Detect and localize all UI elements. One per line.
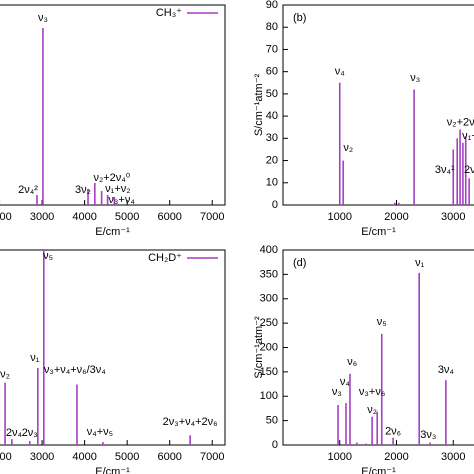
x-tick-label: 2000 — [0, 211, 12, 223]
peak-label: ν₅ — [377, 316, 387, 328]
x-tick-label: 1000 — [328, 451, 352, 463]
peak-label: ν₁+ν₂ — [462, 130, 474, 142]
x-tick-label: 2000 — [0, 451, 12, 463]
x-axis-label: E/cm⁻¹ — [361, 226, 396, 238]
y-tick-label: 30 — [266, 132, 278, 144]
y-tick-label: 80 — [266, 21, 278, 33]
peak-label: ν₃+ν₆ — [359, 386, 385, 398]
x-tick-label: 4000 — [72, 451, 96, 463]
peak-label: ν₄ — [335, 66, 346, 78]
x-axis-label: E/cm⁻¹ — [361, 466, 396, 474]
x-tick-label: 1000 — [328, 211, 352, 223]
peak-label: ν₂+2ν₄⁰ — [447, 117, 474, 129]
peak-label: 2ν₄² — [18, 184, 38, 196]
y-axis-label: S/cm⁻¹atm⁻² — [253, 74, 265, 137]
peak-label: ν₂+2ν₄⁰ — [93, 172, 130, 184]
panel-label: (d) — [293, 257, 306, 269]
y-tick-label: 250 — [260, 317, 278, 329]
x-tick-label: 2000 — [384, 451, 408, 463]
panel-label: (b) — [293, 12, 306, 24]
y-tick-label: 90 — [266, 0, 278, 11]
y-tick-label: 70 — [266, 43, 278, 55]
peak-label: 2ν₆ — [385, 426, 401, 438]
x-tick-label: 3000 — [30, 451, 54, 463]
x-tick-label: 7000 — [200, 211, 224, 223]
x-tick-label: 3000 — [441, 451, 465, 463]
y-tick-label: 50 — [266, 415, 278, 427]
peak-label: 3ν₄ — [438, 364, 455, 376]
peak-label: ν₃ — [38, 12, 48, 24]
x-tick-label: 6000 — [157, 211, 181, 223]
x-axis-label: E/cm⁻¹ — [95, 466, 130, 474]
y-tick-label: 200 — [260, 341, 278, 353]
peak-label: ν₃+ν₄+ν₆/3ν₄ — [44, 364, 106, 376]
y-tick-label: 20 — [266, 154, 278, 166]
y-tick-label: 300 — [260, 293, 278, 305]
x-tick-label: 5000 — [115, 211, 139, 223]
y-tick-label: 400 — [260, 244, 278, 256]
y-tick-label: 350 — [260, 268, 278, 280]
x-tick-label: 4000 — [72, 211, 96, 223]
peak-label: 3ν₄¹ — [435, 164, 455, 176]
y-tick-label: 100 — [260, 390, 278, 402]
x-tick-label: 2000 — [384, 211, 408, 223]
peak-label: ν₄+ν₅ — [87, 426, 113, 438]
peak-label: ν₄ — [340, 376, 351, 388]
peak-label: 2ν₃ — [22, 427, 38, 439]
x-axis-label: E/cm⁻¹ — [95, 226, 130, 238]
y-axis-label: S/cm⁻¹atm⁻² — [253, 316, 265, 379]
peak-label: ν₂ — [0, 369, 10, 381]
peak-label: ν₃+ν₄ — [108, 194, 135, 206]
y-tick-label: 0 — [272, 199, 278, 211]
peak-label: ν₁ — [30, 352, 40, 364]
y-tick-label: 60 — [266, 66, 278, 78]
peak-label: ν₃ — [332, 386, 342, 398]
peak-label: 2ν₄ — [6, 427, 23, 439]
peak-label: ν₂ — [367, 404, 377, 416]
x-tick-label: 3000 — [30, 211, 54, 223]
peak-label: 3ν₂ — [75, 184, 91, 196]
peak-label: 2ν₃+ν₄+2ν₆ — [163, 416, 218, 428]
peak-label: ν₆ — [347, 356, 357, 368]
peak-label: 3ν₃ — [420, 429, 436, 441]
x-tick-label: 6000 — [157, 451, 181, 463]
y-tick-label: 150 — [260, 366, 278, 378]
x-tick-label: 7000 — [200, 451, 224, 463]
peak-label: 2ν₂ — [464, 164, 474, 176]
y-tick-label: 0 — [272, 439, 278, 451]
y-tick-label: 50 — [266, 88, 278, 100]
peak-label: ν₂ — [343, 142, 353, 154]
x-tick-label: 5000 — [115, 451, 139, 463]
legend-label: CH₃⁺ — [156, 7, 182, 19]
peak-label: ν₁+ν₂ — [105, 183, 130, 195]
plot-frame — [0, 249, 226, 446]
legend-label: CH₂D⁺ — [148, 252, 182, 264]
x-tick-label: 3000 — [441, 211, 465, 223]
y-tick-label: 40 — [266, 110, 278, 122]
peak-label: ν₃ — [410, 72, 420, 84]
y-tick-label: 10 — [266, 177, 278, 189]
plot-frame — [0, 4, 226, 206]
peak-label: ν₁ — [415, 257, 425, 269]
peak-label: ν₅ — [43, 250, 53, 262]
